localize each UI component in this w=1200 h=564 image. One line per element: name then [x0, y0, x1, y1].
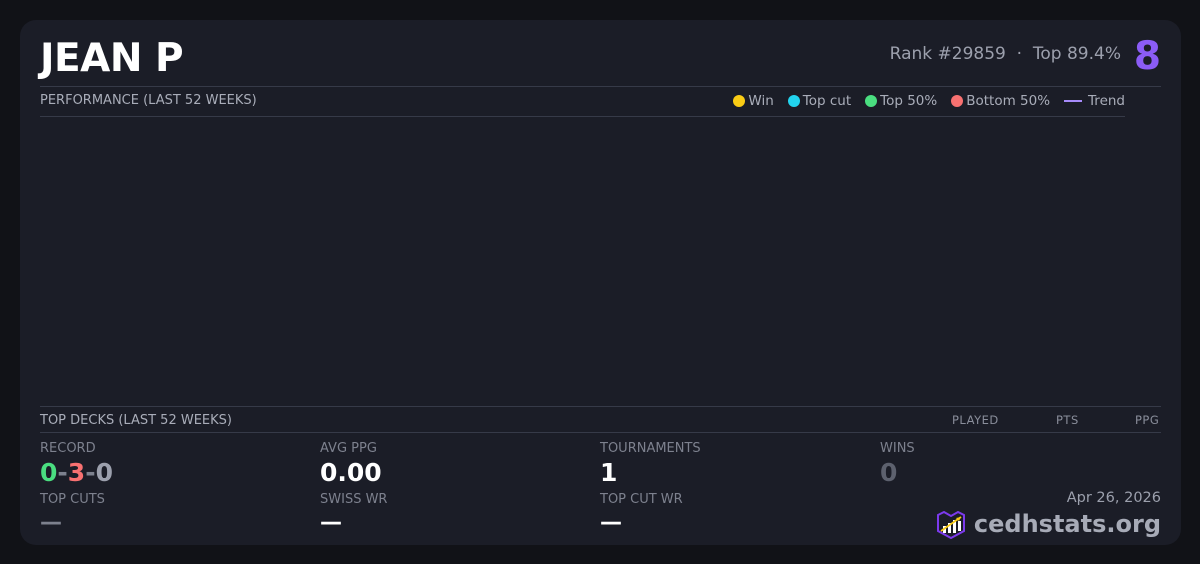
win-dot-icon	[733, 95, 746, 107]
record-label: RECORD	[40, 441, 96, 456]
col-ppg: PPG	[1135, 413, 1160, 427]
divider	[40, 406, 1161, 407]
performance-title: PERFORMANCE (LAST 52 WEEKS)	[40, 93, 257, 108]
record-draws: 0	[95, 458, 113, 487]
top-percent: Top 89.4%	[1032, 44, 1121, 64]
swiss-wr-value: —	[320, 510, 342, 535]
rank-text: Rank #29859	[889, 44, 1006, 64]
legend-label: Win	[748, 93, 774, 109]
legend-label: Trend	[1088, 93, 1125, 109]
record-wins: 0	[40, 458, 58, 487]
legend-top-cut: Top cut	[787, 93, 852, 109]
top-cuts-label: TOP CUTS	[40, 492, 105, 507]
legend-top-50: Top 50%	[865, 93, 937, 109]
separator: ·	[1016, 44, 1023, 64]
record-losses: 3	[67, 458, 86, 487]
rank-badge: 8	[1133, 34, 1161, 79]
wins-value: 0	[880, 458, 898, 487]
top-cut-wr-value: —	[600, 510, 622, 535]
divider	[40, 86, 1161, 87]
top-decks-title: TOP DECKS (LAST 52 WEEKS)	[40, 413, 232, 428]
legend-label: Top 50%	[880, 93, 938, 109]
divider	[40, 116, 1125, 117]
tournaments-value: 1	[600, 458, 618, 487]
record-value: 0-3-0	[40, 458, 113, 487]
tournaments-label: TOURNAMENTS	[600, 441, 701, 456]
record-sep: -	[57, 458, 68, 487]
top-cut-wr-label: TOP CUT WR	[600, 492, 683, 507]
legend-label: Top cut	[802, 93, 852, 109]
brand-name: cedhstats.org	[973, 510, 1161, 538]
chart-legend: Win Top cut Top 50% Bottom 50% Trend	[733, 93, 1125, 109]
divider	[40, 432, 1161, 433]
legend-win: Win	[733, 93, 774, 109]
swiss-wr-label: SWISS WR	[320, 492, 388, 507]
avg-ppg-label: AVG PPG	[320, 441, 377, 456]
top-cuts-value: —	[40, 510, 62, 535]
col-pts: PTS	[1056, 413, 1079, 427]
record-sep: -	[85, 458, 96, 487]
avg-ppg-value: 0.00	[320, 458, 382, 487]
bottom-50-dot-icon	[951, 95, 964, 107]
wins-label: WINS	[880, 441, 915, 456]
rank-info: Rank #29859 · Top 89.4%	[890, 44, 1121, 64]
col-played: PLAYED	[952, 413, 999, 427]
trend-line-icon	[1064, 100, 1083, 102]
top-cut-dot-icon	[787, 95, 800, 107]
player-card: JEAN P Rank #29859 · Top 89.4% 8 PERFORM…	[20, 20, 1181, 545]
legend-bottom-50: Bottom 50%	[951, 93, 1050, 109]
player-name: JEAN P	[40, 36, 184, 81]
date: Apr 26, 2026	[1066, 490, 1161, 506]
top-50-dot-icon	[865, 95, 878, 107]
legend-trend: Trend	[1064, 93, 1125, 109]
legend-label: Bottom 50%	[966, 93, 1051, 109]
brand: cedhstats.org	[936, 509, 1161, 539]
cedhstats-logo-icon	[936, 510, 965, 539]
